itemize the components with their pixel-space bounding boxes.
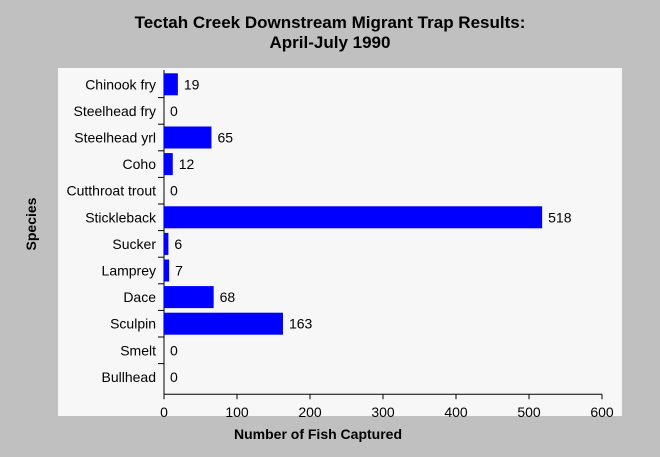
category-label: Dace xyxy=(123,289,156,305)
data-label: 163 xyxy=(289,316,313,332)
category-label: Bullhead xyxy=(102,369,157,385)
y-axis-label: Species xyxy=(23,197,39,251)
x-axis-label: Number of Fish Captured xyxy=(233,426,403,442)
data-label: 0 xyxy=(170,103,178,119)
x-tick-label: 0 xyxy=(160,404,168,420)
bar xyxy=(164,286,214,309)
category-label: Steelhead fry xyxy=(74,103,157,119)
chart-title-line-2: April-July 1990 xyxy=(269,33,391,52)
category-label: Lamprey xyxy=(102,263,156,279)
data-label: 7 xyxy=(175,263,183,279)
chart-title-line-1: Tectah Creek Downstream Migrant Trap Res… xyxy=(134,13,526,32)
bar xyxy=(164,206,543,229)
bar xyxy=(164,259,170,282)
data-label: 6 xyxy=(174,236,182,252)
data-label: 65 xyxy=(217,130,233,146)
x-tick-label: 100 xyxy=(225,404,249,420)
category-label: Sculpin xyxy=(110,316,156,332)
data-label: 0 xyxy=(170,342,178,358)
category-label: Smelt xyxy=(120,342,156,358)
data-label: 19 xyxy=(184,76,200,92)
data-label: 12 xyxy=(179,156,195,172)
category-label: Coho xyxy=(123,156,157,172)
x-tick-label: 300 xyxy=(371,404,395,420)
data-label: 68 xyxy=(220,289,236,305)
category-label: Sucker xyxy=(112,236,156,252)
plot-area-background xyxy=(58,68,622,416)
bar xyxy=(164,312,283,335)
category-label: Chinook fry xyxy=(85,76,156,92)
bar xyxy=(164,126,212,149)
data-label: 0 xyxy=(170,369,178,385)
data-label: 518 xyxy=(548,209,572,225)
data-label: 0 xyxy=(170,183,178,199)
x-tick-label: 500 xyxy=(517,404,541,420)
bar xyxy=(164,232,169,255)
x-tick-label: 600 xyxy=(590,404,614,420)
category-label: Cutthroat trout xyxy=(67,183,157,199)
x-tick-label: 200 xyxy=(298,404,322,420)
category-label: Stickleback xyxy=(85,209,157,225)
bar xyxy=(164,153,173,176)
category-label: Steelhead yrl xyxy=(74,130,156,146)
x-tick-label: 400 xyxy=(444,404,468,420)
bar xyxy=(164,73,178,96)
chart-title: Tectah Creek Downstream Migrant Trap Res… xyxy=(0,13,660,53)
